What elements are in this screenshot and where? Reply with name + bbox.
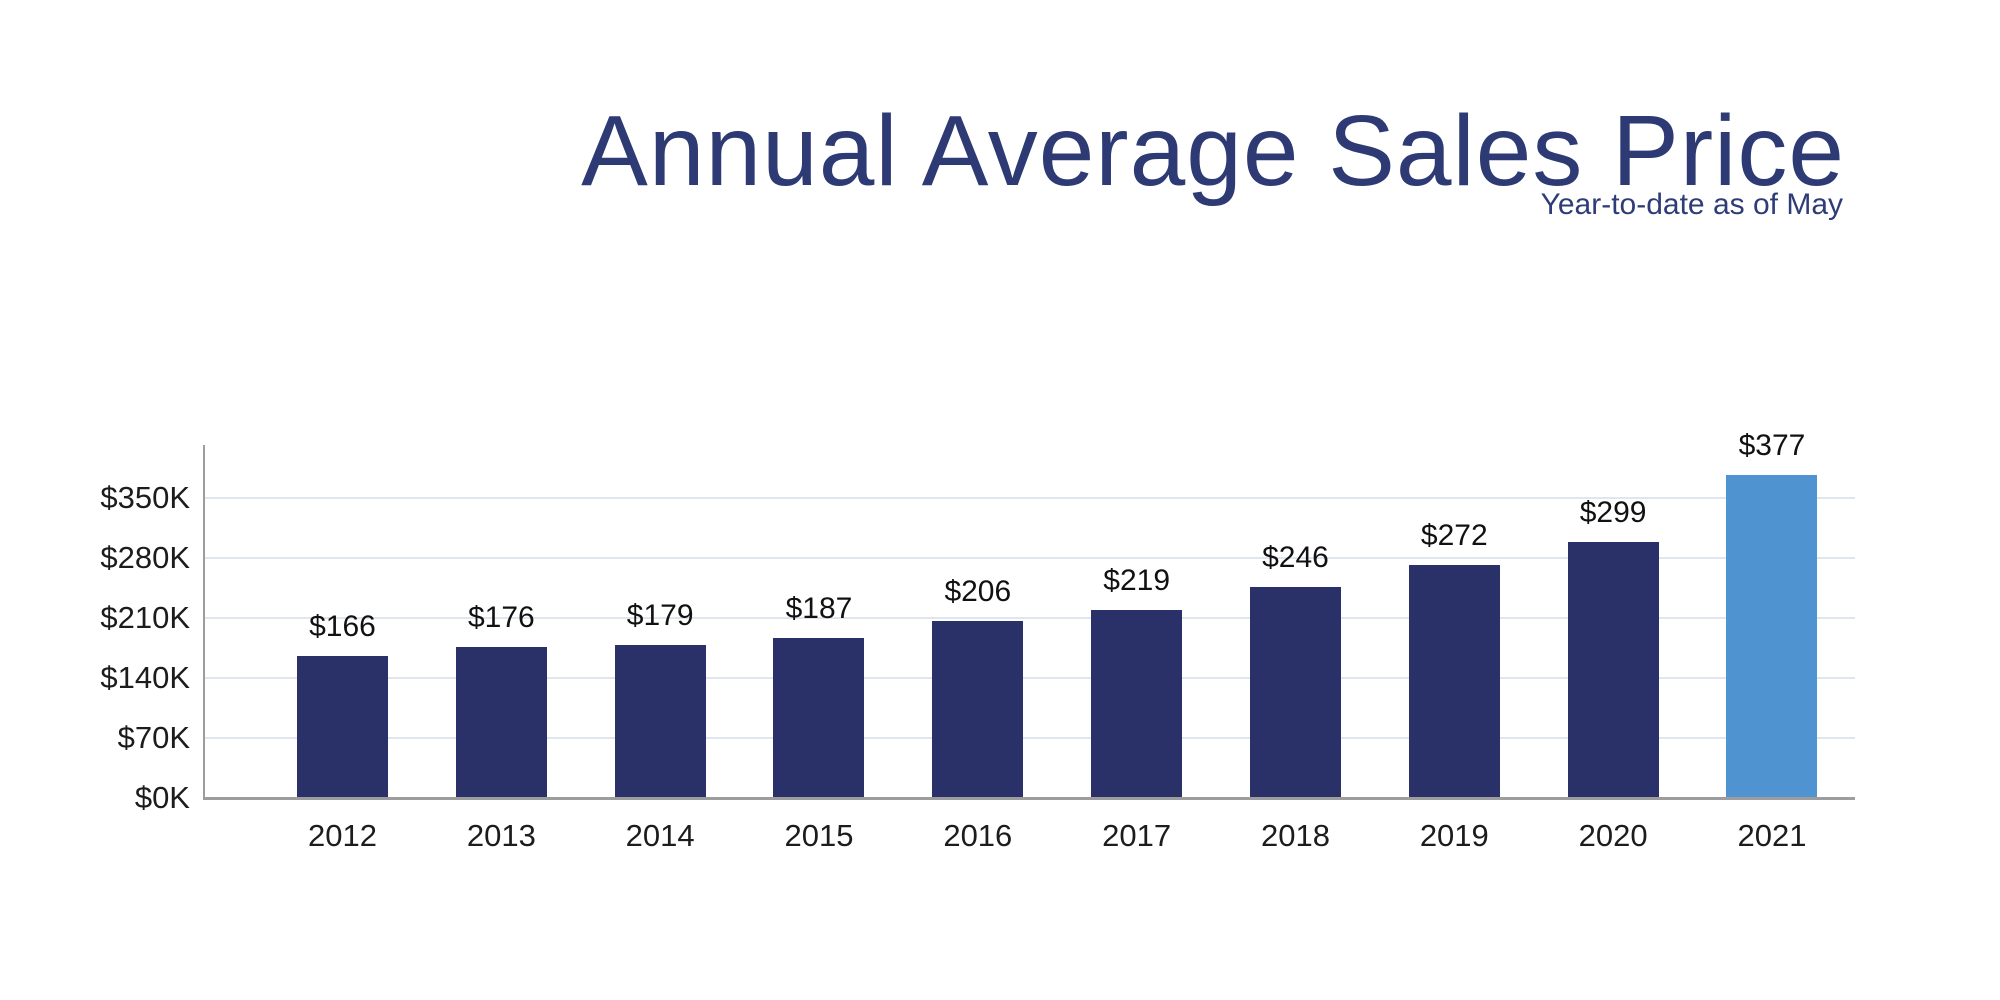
x-tick-label: 2012 [308, 818, 377, 853]
bar-value-label: $299 [1579, 495, 1647, 529]
y-tick-label: $210K [100, 600, 190, 635]
y-tick-label: $70K [117, 720, 190, 755]
bar-2018 [1249, 587, 1341, 798]
bar-2014 [614, 644, 706, 798]
y-tick-label: $140K [100, 660, 190, 695]
x-tick-label: 2018 [1260, 818, 1330, 853]
bar-value-label: $206 [944, 575, 1012, 609]
bar-2013 [455, 647, 547, 798]
gridline [205, 677, 1855, 679]
y-tick-label: $0K [134, 780, 190, 815]
gridline [205, 617, 1855, 619]
bar-2017 [1091, 610, 1183, 798]
y-tick-label: $280K [100, 540, 190, 575]
bar-value-label: $377 [1738, 428, 1806, 462]
y-axis-line [203, 445, 205, 800]
x-tick-label: 2019 [1419, 818, 1489, 853]
chart-title: Annual Average Sales Price [581, 95, 1845, 207]
bar-2012 [297, 655, 388, 798]
bar-value-label: $176 [467, 601, 535, 635]
gridline [205, 497, 1855, 499]
chart-subtitle: Year-to-date as of May [1540, 188, 1843, 221]
x-tick-label: 2015 [784, 818, 854, 853]
bar-2019 [1408, 564, 1500, 798]
x-tick-label: 2016 [943, 818, 1013, 853]
x-tick-label: 2020 [1578, 818, 1648, 853]
bar-value-label: $187 [785, 591, 853, 625]
bar-value-label: $246 [1262, 541, 1329, 575]
x-tick-label: 2017 [1102, 818, 1172, 853]
bar-value-label: $219 [1103, 564, 1171, 598]
bar-value-label: $272 [1420, 518, 1488, 552]
bar-2015 [773, 637, 865, 798]
bar-value-label: $166 [309, 609, 376, 643]
gridline [205, 557, 1855, 559]
x-tick-label: 2014 [625, 818, 695, 853]
y-tick-label: $350K [100, 480, 190, 515]
bar-2016 [932, 621, 1024, 798]
gridline [205, 737, 1855, 739]
bar-2020 [1567, 541, 1659, 798]
bar-value-label: $179 [626, 598, 694, 632]
x-tick-label: 2013 [466, 818, 536, 853]
x-tick-label: 2021 [1737, 818, 1807, 853]
plot-area: $166 $176 $179 $187 $206 $219 $246 $272 $299 $377 [205, 429, 1855, 798]
bar-2021 [1726, 474, 1818, 798]
x-axis-line [203, 797, 1855, 800]
